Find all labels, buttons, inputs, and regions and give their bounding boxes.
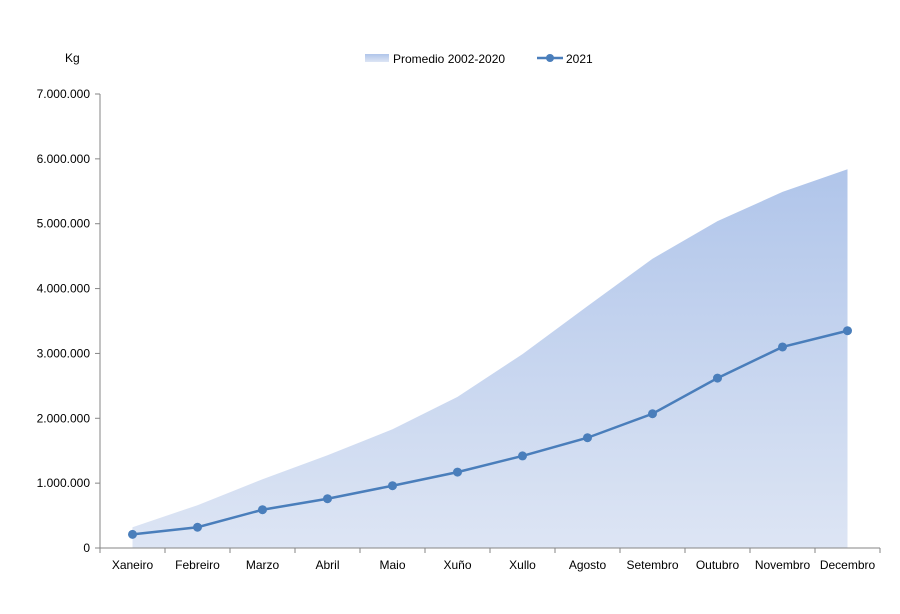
line-2021 xyxy=(132,329,848,536)
y-tick-label: 7.000.000 xyxy=(37,87,91,101)
x-tick-label: Xullo xyxy=(509,558,536,572)
y-tick-label: 3.000.000 xyxy=(37,346,91,360)
legend-marker xyxy=(546,54,554,62)
point-2021 xyxy=(323,494,332,504)
x-tick-label: Xaneiro xyxy=(112,558,154,572)
point-2021 xyxy=(518,451,527,461)
y-tick-label: 5.000.000 xyxy=(37,217,91,231)
x-tick-label: Xuño xyxy=(443,558,471,572)
y-tick-label: 1.000.000 xyxy=(37,476,91,490)
x-tick-label: Marzo xyxy=(246,558,280,572)
x-tick-label: Outubro xyxy=(696,558,740,572)
x-tick-label: Maio xyxy=(379,558,405,572)
point-2021 xyxy=(778,342,787,352)
y-tick-label: 4.000.000 xyxy=(37,282,91,296)
x-tick-label: Febreiro xyxy=(175,558,220,572)
point-2021 xyxy=(843,326,852,336)
x-tick-label: Novembro xyxy=(755,558,811,572)
point-2021 xyxy=(258,505,267,515)
point-2021 xyxy=(388,481,397,491)
y-tick-label: 0 xyxy=(83,541,90,555)
y-tick-label: 6.000.000 xyxy=(37,152,91,166)
legend-label-area: Promedio 2002-2020 xyxy=(393,52,505,66)
point-2021 xyxy=(648,409,657,419)
x-tick-label: Decembro xyxy=(820,558,876,572)
x-tick-label: Setembro xyxy=(626,558,678,572)
point-2021 xyxy=(128,529,137,539)
y-tick-label: 2.000.000 xyxy=(37,411,91,425)
y-axis-label: Kg xyxy=(65,51,80,65)
legend-swatch-area xyxy=(365,54,389,62)
area-promedio xyxy=(132,169,848,548)
legend: Promedio 2002-2020 2021 xyxy=(365,52,593,66)
point-2021 xyxy=(453,467,462,477)
point-2021 xyxy=(713,373,722,383)
point-2021 xyxy=(193,522,202,532)
point-2021 xyxy=(583,433,592,443)
legend-label-line: 2021 xyxy=(566,52,593,66)
x-tick-label: Abril xyxy=(315,558,339,572)
x-tick-label: Agosto xyxy=(569,558,607,572)
